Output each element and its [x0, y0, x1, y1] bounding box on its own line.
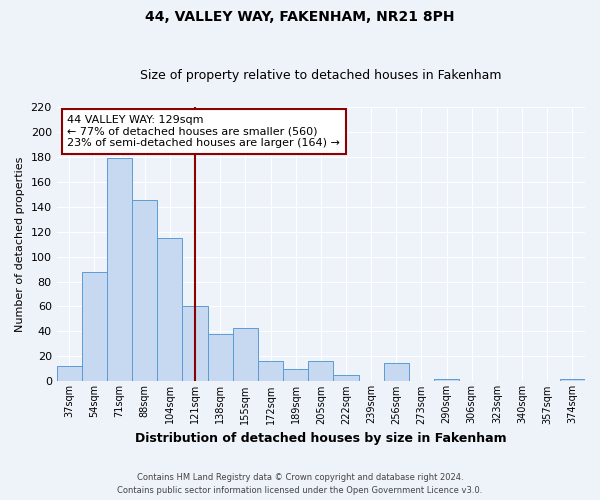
Bar — [182, 306, 208, 382]
Bar — [308, 362, 334, 382]
Bar — [560, 379, 585, 382]
Text: 44 VALLEY WAY: 129sqm
← 77% of detached houses are smaller (560)
23% of semi-det: 44 VALLEY WAY: 129sqm ← 77% of detached … — [67, 115, 340, 148]
Title: Size of property relative to detached houses in Fakenham: Size of property relative to detached ho… — [140, 69, 502, 82]
Bar — [82, 272, 107, 382]
Bar — [56, 366, 82, 382]
Text: Contains HM Land Registry data © Crown copyright and database right 2024.
Contai: Contains HM Land Registry data © Crown c… — [118, 474, 482, 495]
Bar — [258, 362, 283, 382]
Bar — [334, 375, 359, 382]
Text: 44, VALLEY WAY, FAKENHAM, NR21 8PH: 44, VALLEY WAY, FAKENHAM, NR21 8PH — [145, 10, 455, 24]
Bar — [208, 334, 233, 382]
Bar — [107, 158, 132, 382]
Bar — [132, 200, 157, 382]
Bar — [384, 362, 409, 382]
X-axis label: Distribution of detached houses by size in Fakenham: Distribution of detached houses by size … — [135, 432, 506, 445]
Bar — [157, 238, 182, 382]
Bar — [283, 369, 308, 382]
Bar — [233, 328, 258, 382]
Y-axis label: Number of detached properties: Number of detached properties — [15, 156, 25, 332]
Bar — [434, 379, 459, 382]
